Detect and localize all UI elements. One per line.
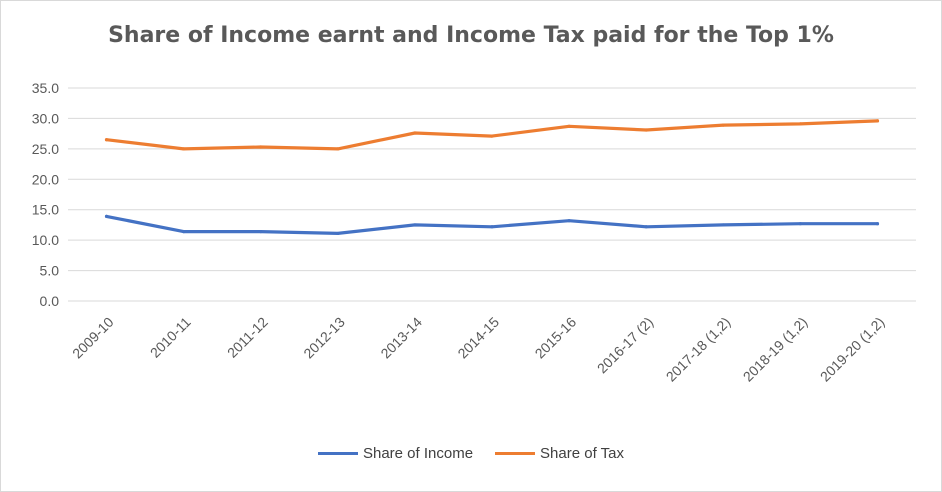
series-lines	[104, 119, 880, 236]
data-point[interactable]	[721, 123, 725, 127]
x-tick-label: 2010-11	[147, 314, 194, 361]
data-point[interactable]	[413, 223, 417, 227]
legend-swatch-tax	[495, 452, 536, 455]
data-point[interactable]	[413, 131, 417, 135]
data-point[interactable]	[182, 230, 186, 234]
x-tick-label: 2016-17 (2)	[594, 314, 657, 377]
data-point[interactable]	[104, 214, 109, 219]
y-tick-label: 0.0	[40, 293, 60, 309]
gridlines	[68, 87, 916, 302]
data-point[interactable]	[490, 225, 494, 229]
x-tick-label: 2013-14	[377, 314, 425, 362]
legend-item-share-of-income[interactable]: Share of Income	[317, 445, 474, 462]
y-axis-ticks: 0.0 5.0 10.0 15.0 20.0 25.0 30.0 35.0	[32, 80, 59, 309]
legend-swatch-income	[317, 452, 358, 455]
x-tick-label: 2012-13	[300, 314, 348, 362]
x-tick-label: 2009-10	[69, 314, 117, 362]
data-point[interactable]	[336, 147, 340, 151]
series-line-share-of-income[interactable]	[104, 214, 880, 235]
x-axis-ticks: 2009-10 2010-11 2011-12 2012-13 2013-14 2014-…	[69, 314, 888, 385]
data-point[interactable]	[104, 138, 109, 142]
y-tick-label: 25.0	[32, 141, 59, 157]
x-tick-label: 2019-20 (1,2)	[817, 314, 888, 385]
y-tick-label: 35.0	[32, 80, 59, 96]
data-point[interactable]	[182, 147, 186, 151]
y-tick-label: 5.0	[40, 263, 60, 279]
data-point[interactable]	[875, 119, 880, 123]
data-point[interactable]	[567, 124, 571, 128]
y-tick-label: 30.0	[32, 110, 59, 126]
data-point[interactable]	[644, 225, 648, 229]
y-tick-label: 10.0	[32, 232, 59, 248]
x-tick-label: 2018-19 (1,2)	[740, 314, 811, 385]
data-point[interactable]	[259, 145, 263, 149]
x-tick-label: 2011-12	[224, 314, 271, 361]
data-point[interactable]	[259, 230, 263, 234]
data-point[interactable]	[798, 222, 802, 226]
x-tick-label: 2017-18 (1,2)	[663, 314, 734, 385]
x-tick-label: 2015-16	[532, 314, 580, 362]
data-point[interactable]	[644, 128, 648, 132]
chart-title: Share of Income earnt and Income Tax pai…	[108, 23, 834, 48]
y-tick-label: 15.0	[32, 202, 59, 218]
data-point[interactable]	[567, 219, 571, 223]
data-point[interactable]	[336, 231, 340, 236]
y-tick-label: 20.0	[32, 171, 59, 187]
legend-label-income: Share of Income	[362, 445, 474, 462]
data-point[interactable]	[798, 122, 802, 126]
legend: Share of Income Share of Tax	[1, 445, 941, 462]
legend-label-tax: Share of Tax	[540, 445, 624, 462]
data-point[interactable]	[721, 223, 725, 227]
legend-item-share-of-tax[interactable]: Share of Tax	[495, 445, 624, 462]
data-point[interactable]	[875, 222, 880, 226]
data-point[interactable]	[490, 134, 494, 138]
x-tick-label: 2014-15	[454, 314, 502, 362]
